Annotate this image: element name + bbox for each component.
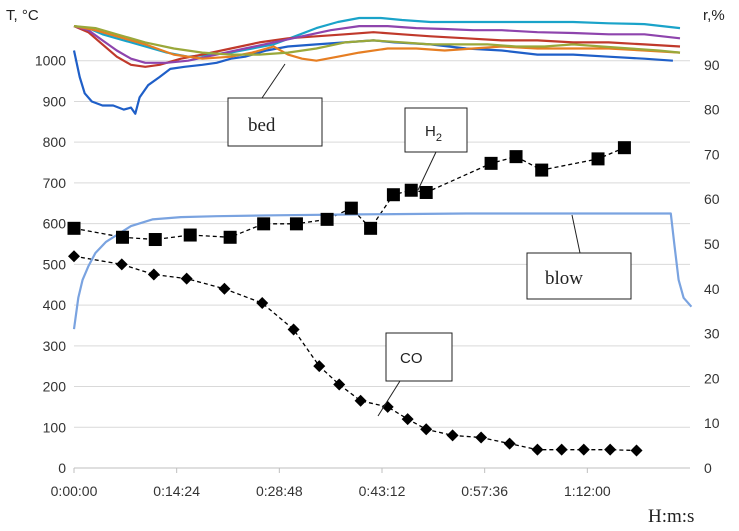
x-axis-title: H:m:s bbox=[648, 506, 695, 527]
y-tick-label-left: 0 bbox=[58, 460, 66, 476]
x-tick-label: 0:14:24 bbox=[153, 483, 200, 499]
callout-label: bed bbox=[248, 115, 276, 136]
y-tick-label-right: 20 bbox=[704, 370, 720, 386]
co-point bbox=[604, 443, 617, 456]
co-point bbox=[287, 323, 300, 336]
h2-point bbox=[484, 156, 498, 170]
co-point bbox=[180, 272, 193, 285]
y-tick-label-right: 60 bbox=[704, 191, 720, 207]
co-point bbox=[218, 282, 231, 295]
h2-point bbox=[183, 228, 197, 242]
y-tick-label-right: 50 bbox=[704, 236, 720, 252]
co-point bbox=[115, 258, 128, 271]
h2-point bbox=[509, 150, 523, 164]
y-tick-label-right: 30 bbox=[704, 326, 720, 342]
h2-point bbox=[617, 141, 631, 155]
callout-leader bbox=[571, 214, 581, 254]
co-point bbox=[313, 360, 326, 373]
axes bbox=[73, 467, 690, 473]
callout-box bbox=[404, 107, 468, 153]
y-tick-label-right: 90 bbox=[704, 57, 720, 73]
y-tick-label-right: 10 bbox=[704, 415, 720, 431]
y-tick-label-right: 40 bbox=[704, 281, 720, 297]
x-tick-label: 0:57:36 bbox=[461, 483, 508, 499]
series-line bbox=[73, 255, 637, 452]
callout-subscript: 2 bbox=[436, 132, 442, 144]
h2-point bbox=[419, 185, 433, 199]
co-point bbox=[420, 423, 433, 436]
x-tick-label: 0:00:00 bbox=[51, 483, 98, 499]
co-point bbox=[555, 443, 568, 456]
series-line bbox=[73, 25, 681, 64]
callout-box bbox=[227, 97, 323, 147]
y-tick-label-right: 80 bbox=[704, 102, 720, 118]
co-point bbox=[531, 443, 544, 456]
y-tick-label-left: 200 bbox=[43, 379, 67, 395]
h2-point bbox=[386, 188, 400, 202]
co-point bbox=[401, 413, 414, 426]
co-point bbox=[256, 297, 269, 310]
callout-box bbox=[526, 252, 632, 300]
co-point bbox=[68, 250, 80, 263]
callout-label: blow bbox=[545, 268, 583, 289]
series-lines bbox=[72, 16, 693, 452]
h2-point bbox=[67, 221, 81, 235]
co-point bbox=[577, 443, 590, 456]
series-line bbox=[73, 16, 681, 58]
co-point bbox=[446, 429, 459, 442]
series-markers bbox=[67, 141, 643, 457]
h2-point bbox=[289, 217, 303, 231]
co-point bbox=[147, 268, 160, 281]
right-y-tick-labels: 0 10 20 30 40 50 60 70 80 90 bbox=[704, 57, 720, 476]
y-tick-label-left: 400 bbox=[43, 297, 67, 313]
series-line bbox=[72, 212, 693, 330]
h2-point bbox=[223, 230, 237, 244]
y-tick-label-left: 1000 bbox=[35, 53, 66, 69]
left-y-axis-title: T, °C bbox=[6, 7, 39, 24]
y-tick-label-left: 900 bbox=[43, 93, 67, 109]
h2-point bbox=[148, 233, 162, 247]
h2-point bbox=[535, 163, 549, 177]
callout-leader bbox=[377, 380, 401, 417]
series-line bbox=[73, 25, 681, 56]
y-tick-label-right: 70 bbox=[704, 146, 720, 162]
callout-leader bbox=[417, 151, 437, 191]
co-point bbox=[503, 437, 516, 450]
co-point bbox=[333, 378, 346, 391]
x-tick-labels: 0:00:00 0:14:24 0:28:48 0:43:12 0:57:36 1:12:… bbox=[51, 483, 611, 499]
x-tick-label: 1:12:00 bbox=[564, 483, 611, 499]
callout-box bbox=[385, 332, 453, 382]
series-line bbox=[73, 25, 681, 62]
y-tick-label-left: 500 bbox=[43, 256, 67, 272]
h2-point bbox=[115, 230, 129, 244]
co-point bbox=[381, 400, 394, 413]
left-y-tick-labels: 0 100 200 300 400 500 600 700 800 900 1000 bbox=[35, 53, 66, 476]
h2-point bbox=[344, 201, 358, 215]
y-tick-label-left: 100 bbox=[43, 419, 67, 435]
h2-point bbox=[320, 212, 334, 226]
h2-point bbox=[591, 152, 605, 166]
y-tick-label-left: 800 bbox=[43, 134, 67, 150]
co-point bbox=[354, 394, 367, 407]
x-tick-label: 0:43:12 bbox=[359, 483, 406, 499]
co-point bbox=[475, 431, 488, 444]
co-point bbox=[630, 444, 643, 457]
series-line bbox=[73, 147, 625, 241]
y-tick-label-left: 700 bbox=[43, 175, 67, 191]
x-tick-label: 0:28:48 bbox=[256, 483, 303, 499]
y-tick-label-left: 600 bbox=[43, 216, 67, 232]
callout-leader bbox=[261, 63, 286, 99]
callout-label: CO bbox=[400, 350, 423, 367]
h2-point bbox=[257, 217, 271, 231]
series-line bbox=[72, 39, 673, 115]
y-tick-label-right: 0 bbox=[704, 460, 712, 476]
right-y-axis-title: r,% bbox=[703, 7, 725, 24]
h2-point bbox=[364, 221, 378, 235]
y-tick-label-left: 300 bbox=[43, 338, 67, 354]
h2-point bbox=[404, 183, 418, 197]
